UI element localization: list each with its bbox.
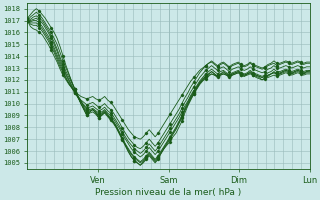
X-axis label: Pression niveau de la mer( hPa ): Pression niveau de la mer( hPa ) — [95, 188, 242, 197]
